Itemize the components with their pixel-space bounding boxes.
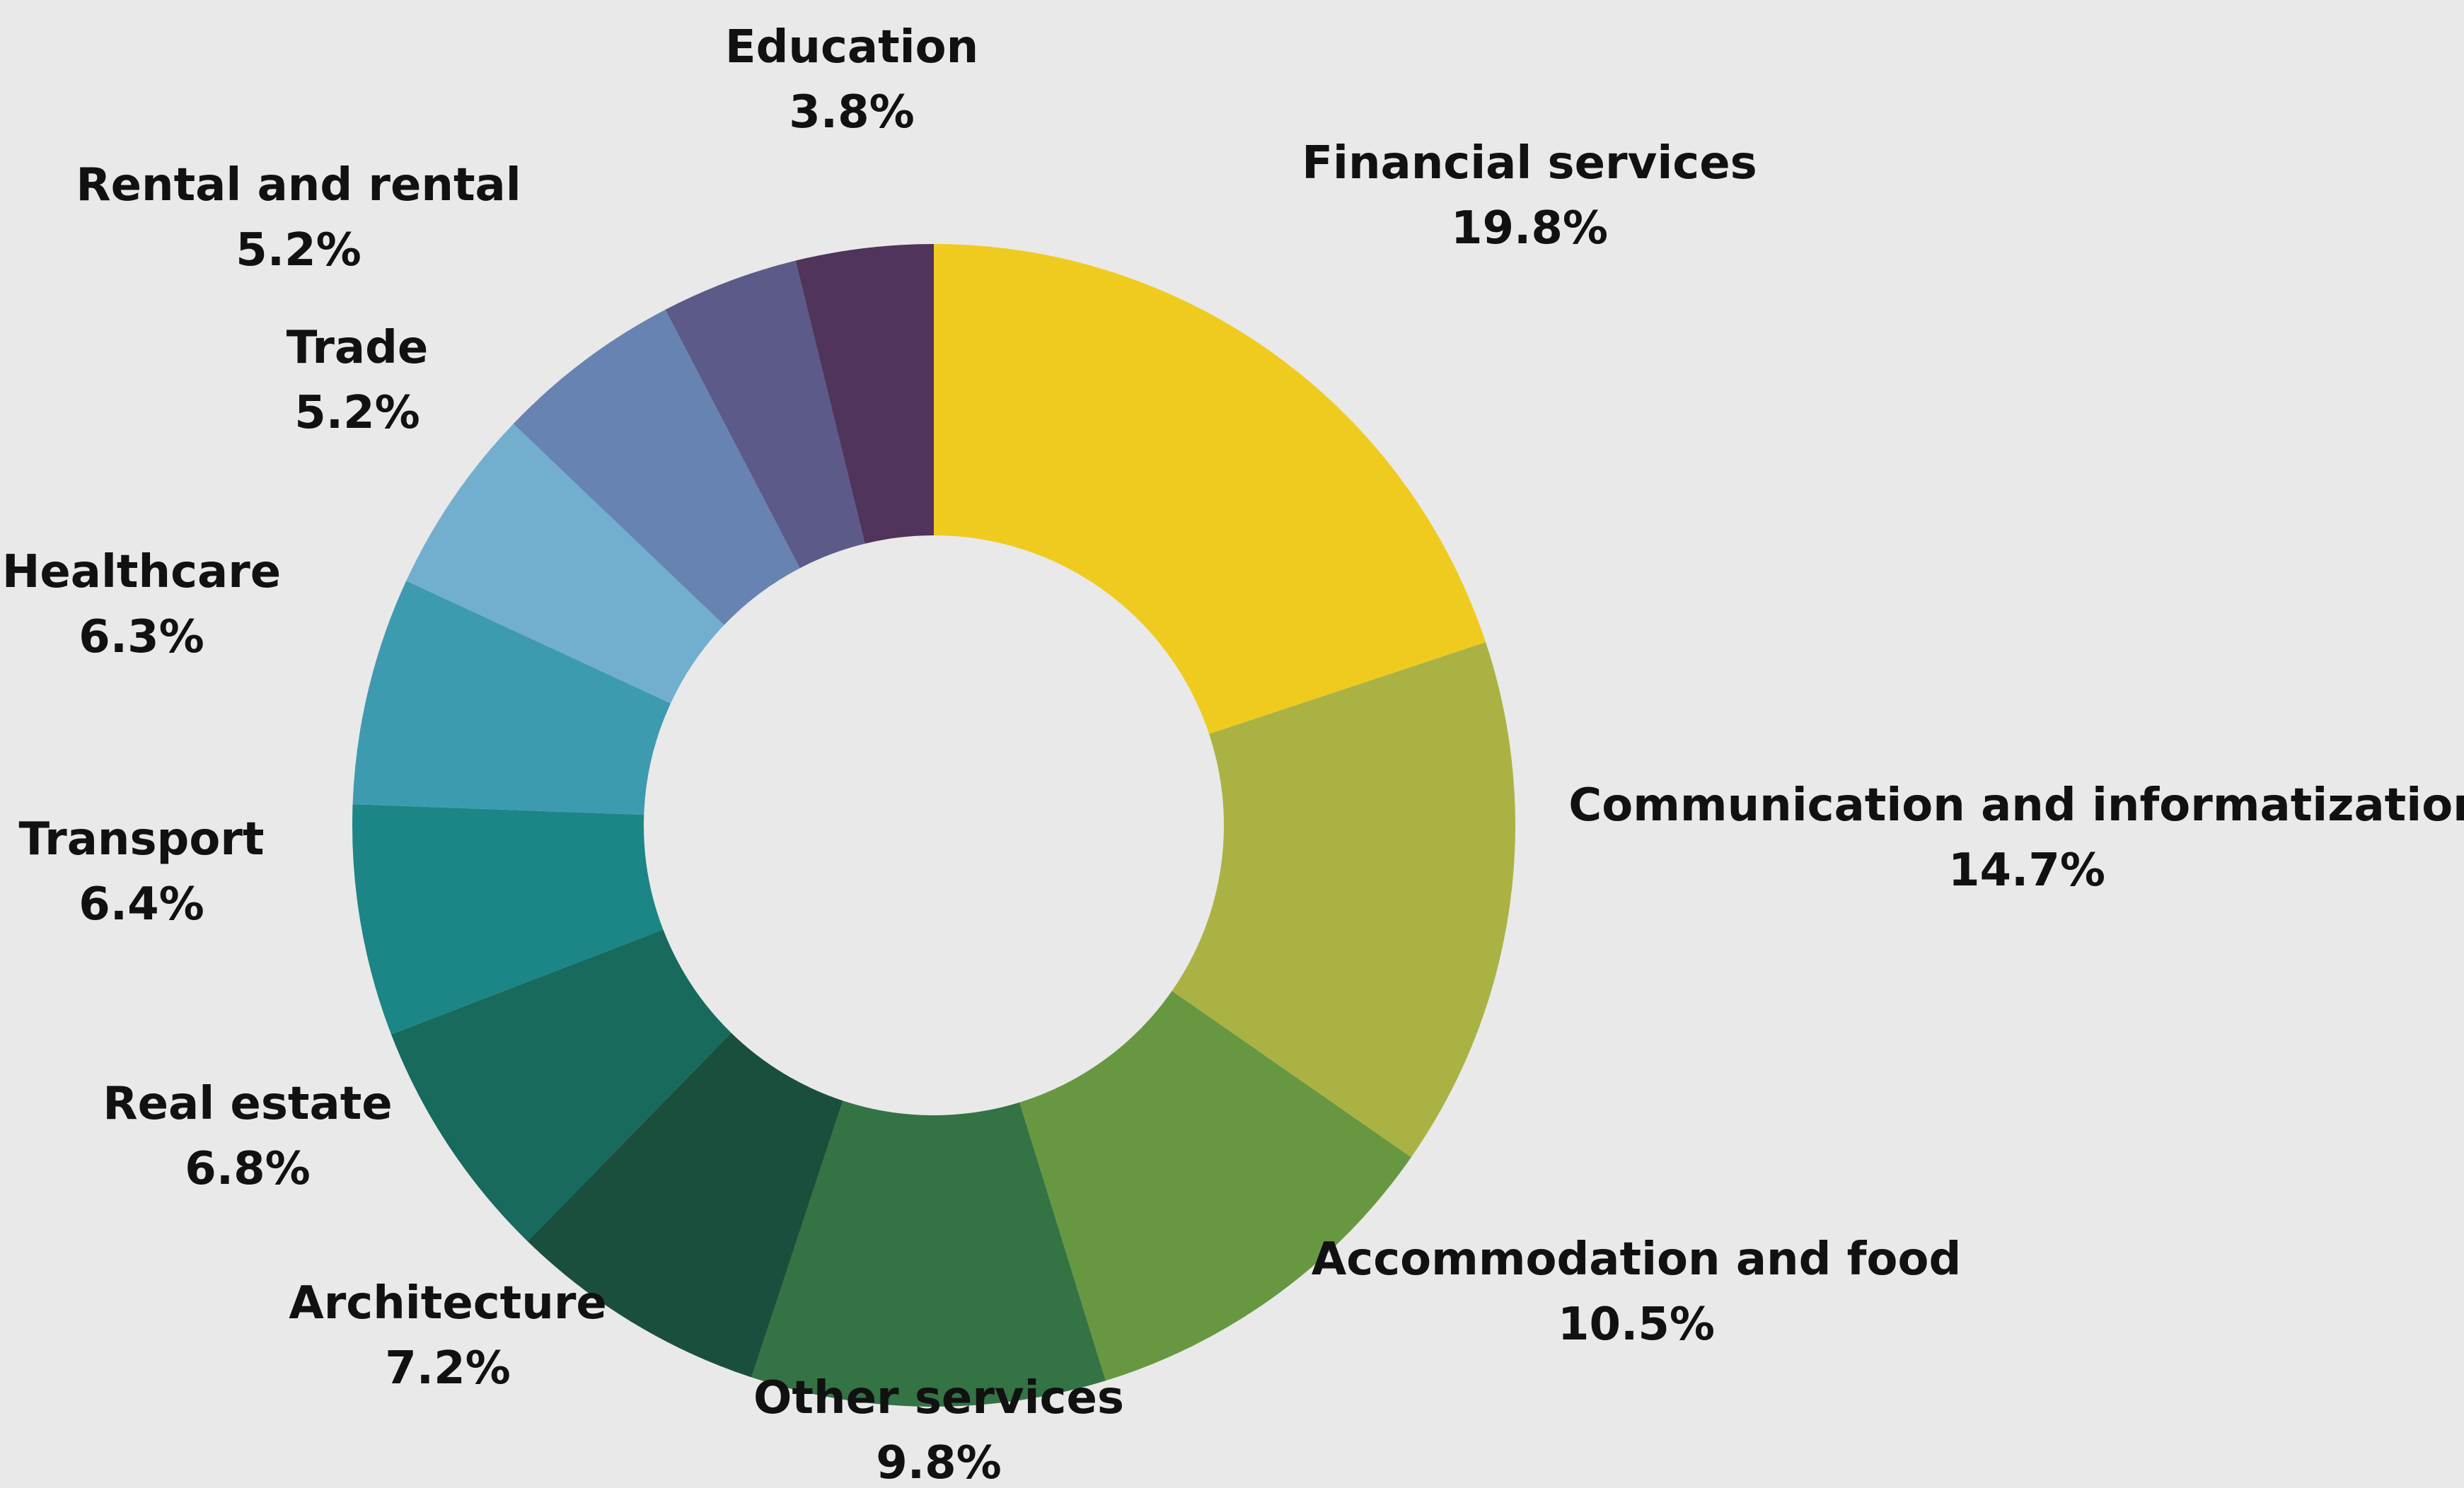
labels-group: Financial services 19.8% Communication and… (2, 21, 2464, 1488)
slice-education (665, 260, 865, 569)
slice-transport (352, 804, 664, 1035)
slice-architecture (527, 1033, 843, 1378)
slice-financial-services (934, 244, 1486, 734)
value-transport: 6.4% (79, 878, 204, 931)
label-real-estate: Real estate (103, 1078, 392, 1130)
label-architecture: Architecture (289, 1277, 607, 1330)
label-education: Education (725, 21, 978, 74)
slice-rental-and-rental (513, 309, 800, 625)
slice-unlabeled-11 (795, 244, 934, 544)
value-financial-services: 19.8% (1451, 202, 1608, 255)
value-accommodation-and-food: 10.5% (1558, 1298, 1715, 1351)
slice-other-services (751, 1100, 1106, 1407)
value-other-services: 9.8% (876, 1437, 1002, 1488)
value-communication-and-informatization: 14.7% (1948, 844, 2105, 897)
value-education: 3.8% (789, 86, 915, 139)
slice-healthcare (352, 581, 671, 815)
slices-group (352, 244, 1516, 1407)
slice-trade (406, 424, 724, 704)
slice-accommodation-and-food (1019, 991, 1411, 1381)
label-communication-and-informatization: Communication and informatization (1568, 779, 2464, 832)
value-real-estate: 6.8% (185, 1143, 311, 1195)
slice-real-estate (391, 929, 731, 1242)
value-architecture: 7.2% (385, 1342, 511, 1395)
label-other-services: Other services (753, 1372, 1124, 1424)
label-accommodation-and-food: Accommodation and food (1312, 1233, 1962, 1286)
value-trade: 5.2% (294, 387, 420, 439)
value-healthcare: 6.3% (79, 611, 204, 663)
label-transport: Transport (19, 813, 265, 866)
label-financial-services: Financial services (1302, 137, 1757, 190)
value-rental-and-rental: 5.2% (236, 224, 361, 277)
slice-communication-and-informatization (1172, 642, 1516, 1158)
label-trade: Trade (287, 322, 429, 374)
label-rental-and-rental: Rental and rental (76, 159, 521, 211)
label-healthcare: Healthcare (2, 546, 281, 598)
